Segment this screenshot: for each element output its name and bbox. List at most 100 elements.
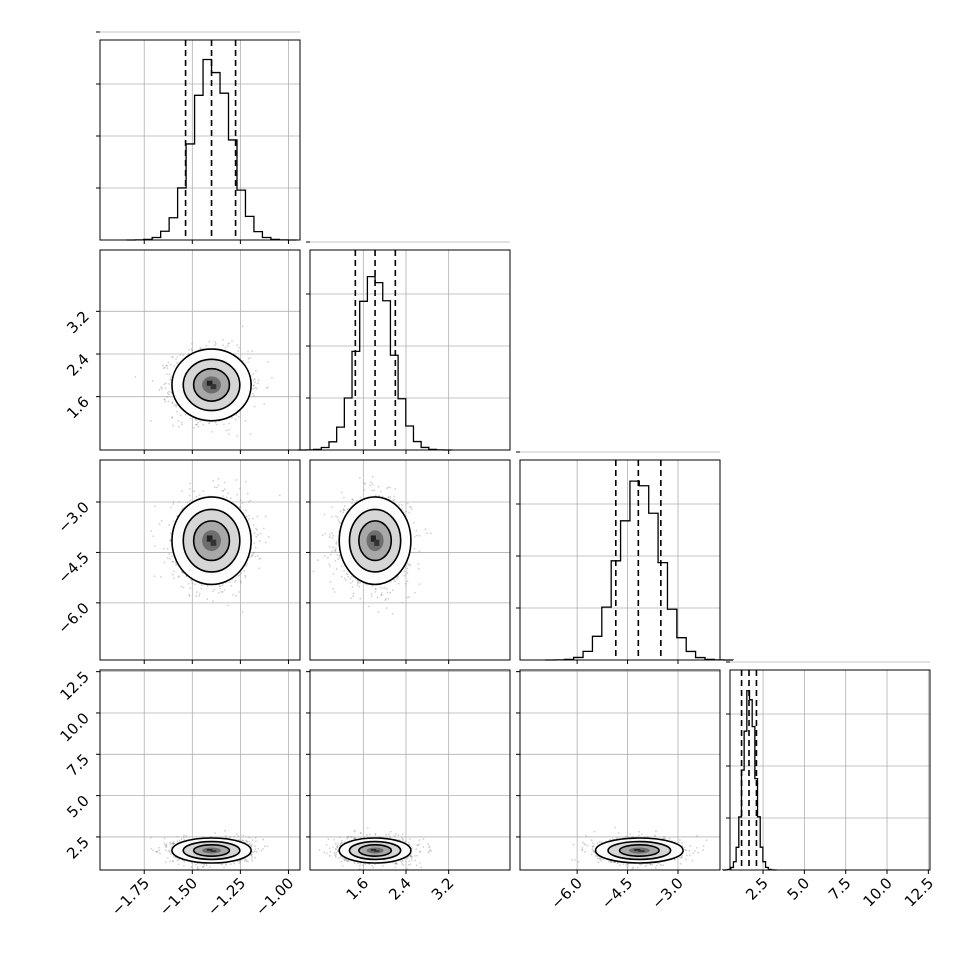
- sample-point: [252, 379, 255, 381]
- sample-point: [225, 429, 228, 432]
- sample-point: [163, 837, 166, 840]
- sample-point: [253, 542, 256, 544]
- y-tick-label: 3.2: [63, 307, 93, 337]
- sample-point: [256, 554, 259, 557]
- sample-point: [195, 419, 198, 422]
- sample-point: [175, 563, 177, 566]
- sample-point: [245, 480, 247, 483]
- sample-point: [212, 600, 215, 602]
- sample-point: [176, 362, 178, 365]
- sample-point: [228, 342, 231, 345]
- sample-point: [213, 344, 216, 347]
- sample-point: [252, 393, 254, 395]
- sample-point: [329, 533, 331, 536]
- panel-background: [310, 250, 510, 450]
- sample-point: [340, 565, 343, 567]
- sample-point: [359, 597, 362, 600]
- sample-point: [394, 488, 397, 490]
- sample-point: [331, 537, 334, 539]
- sample-point: [194, 583, 196, 586]
- sample-point: [333, 591, 336, 593]
- sample-point: [244, 576, 247, 579]
- sample-point: [253, 395, 255, 397]
- sample-point: [241, 325, 244, 328]
- sample-point: [164, 366, 166, 369]
- sample-point: [158, 389, 161, 391]
- sample-point: [328, 563, 331, 566]
- sample-point: [429, 532, 432, 535]
- sample-point: [191, 343, 193, 345]
- sample-point: [254, 381, 257, 384]
- sample-point: [380, 592, 383, 594]
- sample-point: [221, 584, 224, 587]
- sample-point: [195, 423, 197, 426]
- sample-point: [386, 591, 389, 594]
- sample-point: [231, 416, 233, 419]
- sample-point: [331, 515, 334, 518]
- sample-point: [163, 548, 165, 550]
- sample-point: [166, 396, 169, 398]
- sample-point: [418, 534, 421, 537]
- sample-point: [179, 353, 182, 356]
- sample-point: [271, 376, 273, 379]
- sample-point: [171, 860, 174, 862]
- sample-point: [214, 342, 217, 345]
- sample-point: [335, 515, 337, 518]
- y-tick-label: −6.0: [54, 599, 92, 637]
- sample-point: [418, 583, 421, 585]
- sample-point: [407, 564, 410, 566]
- sample-point: [370, 593, 373, 595]
- sample-point: [238, 346, 240, 349]
- sample-point: [168, 557, 171, 560]
- sample-point: [170, 391, 173, 394]
- sample-point: [176, 356, 179, 358]
- sample-point: [166, 557, 169, 559]
- sample-point: [238, 591, 240, 593]
- panel-2-2: [516, 451, 734, 664]
- sample-point: [229, 835, 232, 838]
- sample-point: [235, 833, 238, 835]
- sample-point: [172, 503, 175, 505]
- sample-point: [181, 423, 183, 426]
- sample-point: [194, 863, 197, 866]
- sample-point: [222, 344, 224, 347]
- sample-point: [253, 384, 255, 387]
- sample-point: [323, 555, 326, 557]
- sample-point: [168, 382, 170, 385]
- sample-point: [254, 369, 257, 372]
- sample-point: [377, 611, 380, 614]
- panel-frame: [99, 39, 301, 241]
- sample-point: [351, 586, 354, 589]
- sample-point: [267, 386, 269, 389]
- sample-point: [187, 582, 190, 585]
- sample-point: [252, 373, 255, 376]
- sample-point: [171, 573, 174, 576]
- sample-point: [175, 404, 178, 407]
- sample-point: [195, 495, 198, 498]
- sample-point: [355, 499, 358, 502]
- sample-point: [172, 520, 175, 523]
- sample-point: [352, 595, 355, 597]
- sample-point: [168, 553, 171, 555]
- sample-point: [248, 841, 251, 843]
- sample-point: [241, 611, 244, 613]
- sample-point: [238, 487, 241, 490]
- sample-point: [177, 863, 180, 866]
- sample-point: [345, 572, 348, 575]
- sample-point: [236, 493, 239, 496]
- sample-point: [380, 593, 383, 596]
- sample-point: [240, 572, 243, 575]
- sample-point: [358, 586, 361, 588]
- sample-point: [252, 517, 254, 520]
- sample-point: [391, 613, 394, 615]
- sample-point: [393, 495, 396, 498]
- sample-point: [387, 496, 390, 499]
- sample-point: [248, 514, 251, 517]
- sample-point: [172, 501, 175, 503]
- sample-point: [237, 350, 240, 352]
- sample-point: [338, 556, 341, 559]
- sample-point: [228, 428, 230, 431]
- sample-point: [262, 527, 265, 530]
- y-tick-label: −4.5: [54, 549, 92, 587]
- sample-point: [252, 524, 255, 527]
